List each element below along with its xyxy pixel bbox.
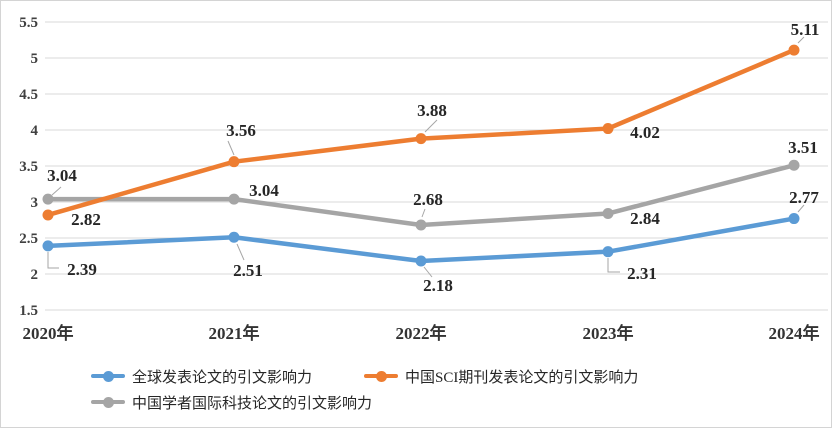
data-point-marker	[415, 219, 427, 231]
data-label: 2.39	[67, 260, 97, 279]
data-label-leader-line	[607, 258, 620, 273]
data-label-leader-line	[424, 119, 438, 133]
legend-line-marker-icon	[91, 396, 125, 408]
data-label-leader-line	[51, 186, 62, 196]
legend-line-marker-icon	[91, 370, 125, 382]
data-label: 2.77	[789, 188, 819, 207]
data-label: 2.84	[630, 209, 660, 228]
y-axis-tick-label: 5.5	[19, 15, 38, 31]
chart-legend: 全球发表论文的引文影响力 中国SCI期刊发表论文的引文影响力中国学者国际科技论文的…	[91, 363, 831, 415]
legend-item: 中国SCI期刊发表论文的引文影响力	[364, 366, 638, 387]
data-label: 2.31	[627, 264, 657, 283]
y-axis-tick-label: 4	[31, 123, 39, 139]
data-label-leader-line	[797, 36, 805, 44]
data-label-leader-line	[236, 243, 245, 261]
data-label: 3.04	[47, 166, 77, 185]
y-axis-tick-label: 5	[31, 51, 39, 67]
data-label: 3.51	[788, 138, 818, 157]
data-label-leader-line	[423, 266, 433, 278]
legend-row: 中国学者国际科技论文的引文影响力	[91, 389, 831, 415]
y-axis-tick-label: 4.5	[19, 87, 38, 103]
x-axis-label: 2021年	[209, 323, 260, 343]
data-point-marker	[228, 193, 240, 205]
data-point-marker	[602, 208, 614, 220]
legend-label: 全球发表论文的引文影响力	[132, 369, 313, 386]
data-label: 2.18	[423, 276, 453, 295]
legend-row: 全球发表论文的引文影响力 中国SCI期刊发表论文的引文影响力	[91, 363, 831, 389]
legend-dot	[376, 371, 388, 382]
data-point-marker	[602, 123, 614, 135]
data-point-marker	[415, 255, 427, 267]
data-label: 3.04	[249, 181, 279, 200]
data-point-marker	[788, 44, 800, 56]
data-point-marker	[788, 213, 800, 225]
data-label-leader-line	[47, 252, 59, 269]
y-axis-tick-label: 2.5	[19, 231, 38, 247]
data-label-leader-line	[797, 204, 805, 213]
data-label-leader-line	[421, 208, 426, 218]
data-point-marker	[228, 156, 240, 168]
x-axis-label: 2020年	[23, 323, 74, 343]
data-label: 2.82	[71, 210, 101, 229]
x-axis-label: 2023年	[583, 323, 634, 343]
data-label: 2.68	[413, 190, 443, 209]
data-point-marker	[42, 240, 54, 252]
y-axis-tick-label: 3.5	[19, 159, 38, 175]
data-point-marker	[602, 246, 614, 258]
legend-label: 中国学者国际科技论文的引文影响力	[132, 395, 373, 412]
y-axis-tick-label: 1.5	[19, 303, 38, 319]
data-label: 4.02	[630, 123, 660, 142]
legend-line-marker-icon	[364, 370, 399, 382]
y-axis-tick-label: 2	[31, 267, 39, 283]
legend-item: 全球发表论文的引文影响力	[91, 366, 312, 387]
y-axis-tick-label: 3	[31, 195, 39, 211]
data-label: 5.11	[791, 20, 820, 39]
x-axis-label: 2024年	[769, 323, 820, 343]
legend-dot	[103, 397, 114, 408]
data-point-marker	[42, 193, 54, 205]
data-point-marker	[788, 159, 800, 171]
data-label-leader-line	[227, 140, 235, 156]
legend-label: 中国SCI期刊发表论文的引文影响力	[405, 369, 639, 386]
data-point-marker	[228, 231, 240, 243]
data-label: 3.56	[226, 121, 256, 140]
data-label: 2.51	[233, 261, 263, 280]
data-point-marker	[42, 209, 54, 221]
legend-item: 中国学者国际科技论文的引文影响力	[91, 392, 372, 413]
plot-area: 5.5 5 4.5 4 3.5 3 2.5 2 1.5 2020年 2021年 2022年 2023年 2…	[19, 15, 828, 343]
data-point-marker	[415, 133, 427, 145]
x-axis-label: 2022年	[396, 323, 447, 343]
data-label: 3.88	[417, 101, 447, 120]
legend-dot	[103, 371, 114, 382]
